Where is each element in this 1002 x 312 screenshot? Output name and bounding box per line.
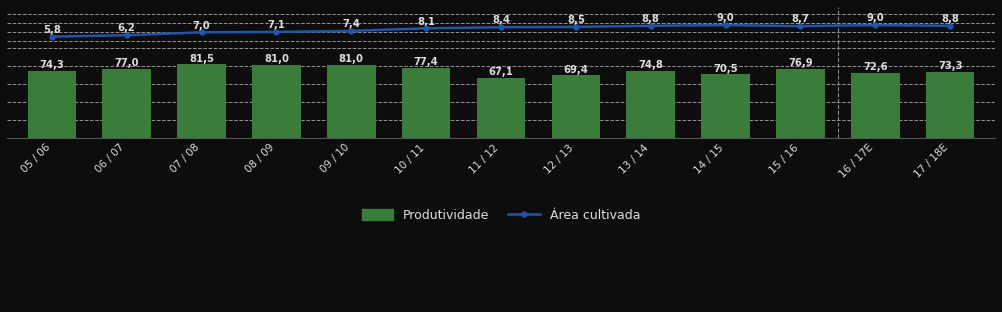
Bar [777, 69, 825, 138]
Text: 72,6: 72,6 [863, 62, 888, 72]
Text: 67,1: 67,1 [489, 67, 513, 77]
Text: 9,0: 9,0 [716, 13, 734, 23]
Bar [477, 77, 525, 138]
Bar [102, 69, 151, 138]
Text: 73,3: 73,3 [938, 61, 962, 71]
Bar [253, 65, 301, 138]
Text: 8,7: 8,7 [792, 14, 810, 24]
Text: 74,3: 74,3 [39, 60, 64, 70]
Bar [701, 75, 749, 138]
Text: 77,0: 77,0 [114, 58, 139, 68]
Text: 81,0: 81,0 [339, 54, 364, 64]
Text: 81,5: 81,5 [189, 54, 214, 64]
Bar [327, 65, 376, 138]
Text: 5,8: 5,8 [43, 25, 61, 35]
Text: 8,8: 8,8 [641, 14, 659, 24]
Bar [851, 73, 900, 138]
Bar [177, 65, 225, 138]
Bar [402, 68, 451, 138]
Legend: Produtividade, Área cultivada: Produtividade, Área cultivada [357, 204, 645, 227]
Text: 81,0: 81,0 [264, 54, 289, 64]
Text: 8,1: 8,1 [417, 17, 435, 27]
Text: 76,9: 76,9 [789, 58, 813, 68]
Text: 9,0: 9,0 [867, 13, 884, 23]
Text: 74,8: 74,8 [638, 60, 663, 70]
Text: 7,4: 7,4 [343, 19, 361, 29]
Bar [626, 71, 675, 138]
Bar [27, 71, 76, 138]
Text: 7,1: 7,1 [268, 20, 286, 30]
Text: 69,4: 69,4 [563, 65, 588, 75]
Text: 70,5: 70,5 [713, 64, 737, 74]
Text: 8,8: 8,8 [941, 14, 959, 24]
Bar [926, 72, 975, 138]
Text: 8,5: 8,5 [567, 15, 585, 25]
Text: 6,2: 6,2 [118, 23, 135, 33]
Text: 8,4: 8,4 [492, 15, 510, 26]
Text: 77,4: 77,4 [414, 57, 439, 67]
Bar [551, 76, 600, 138]
Text: 7,0: 7,0 [192, 21, 210, 31]
